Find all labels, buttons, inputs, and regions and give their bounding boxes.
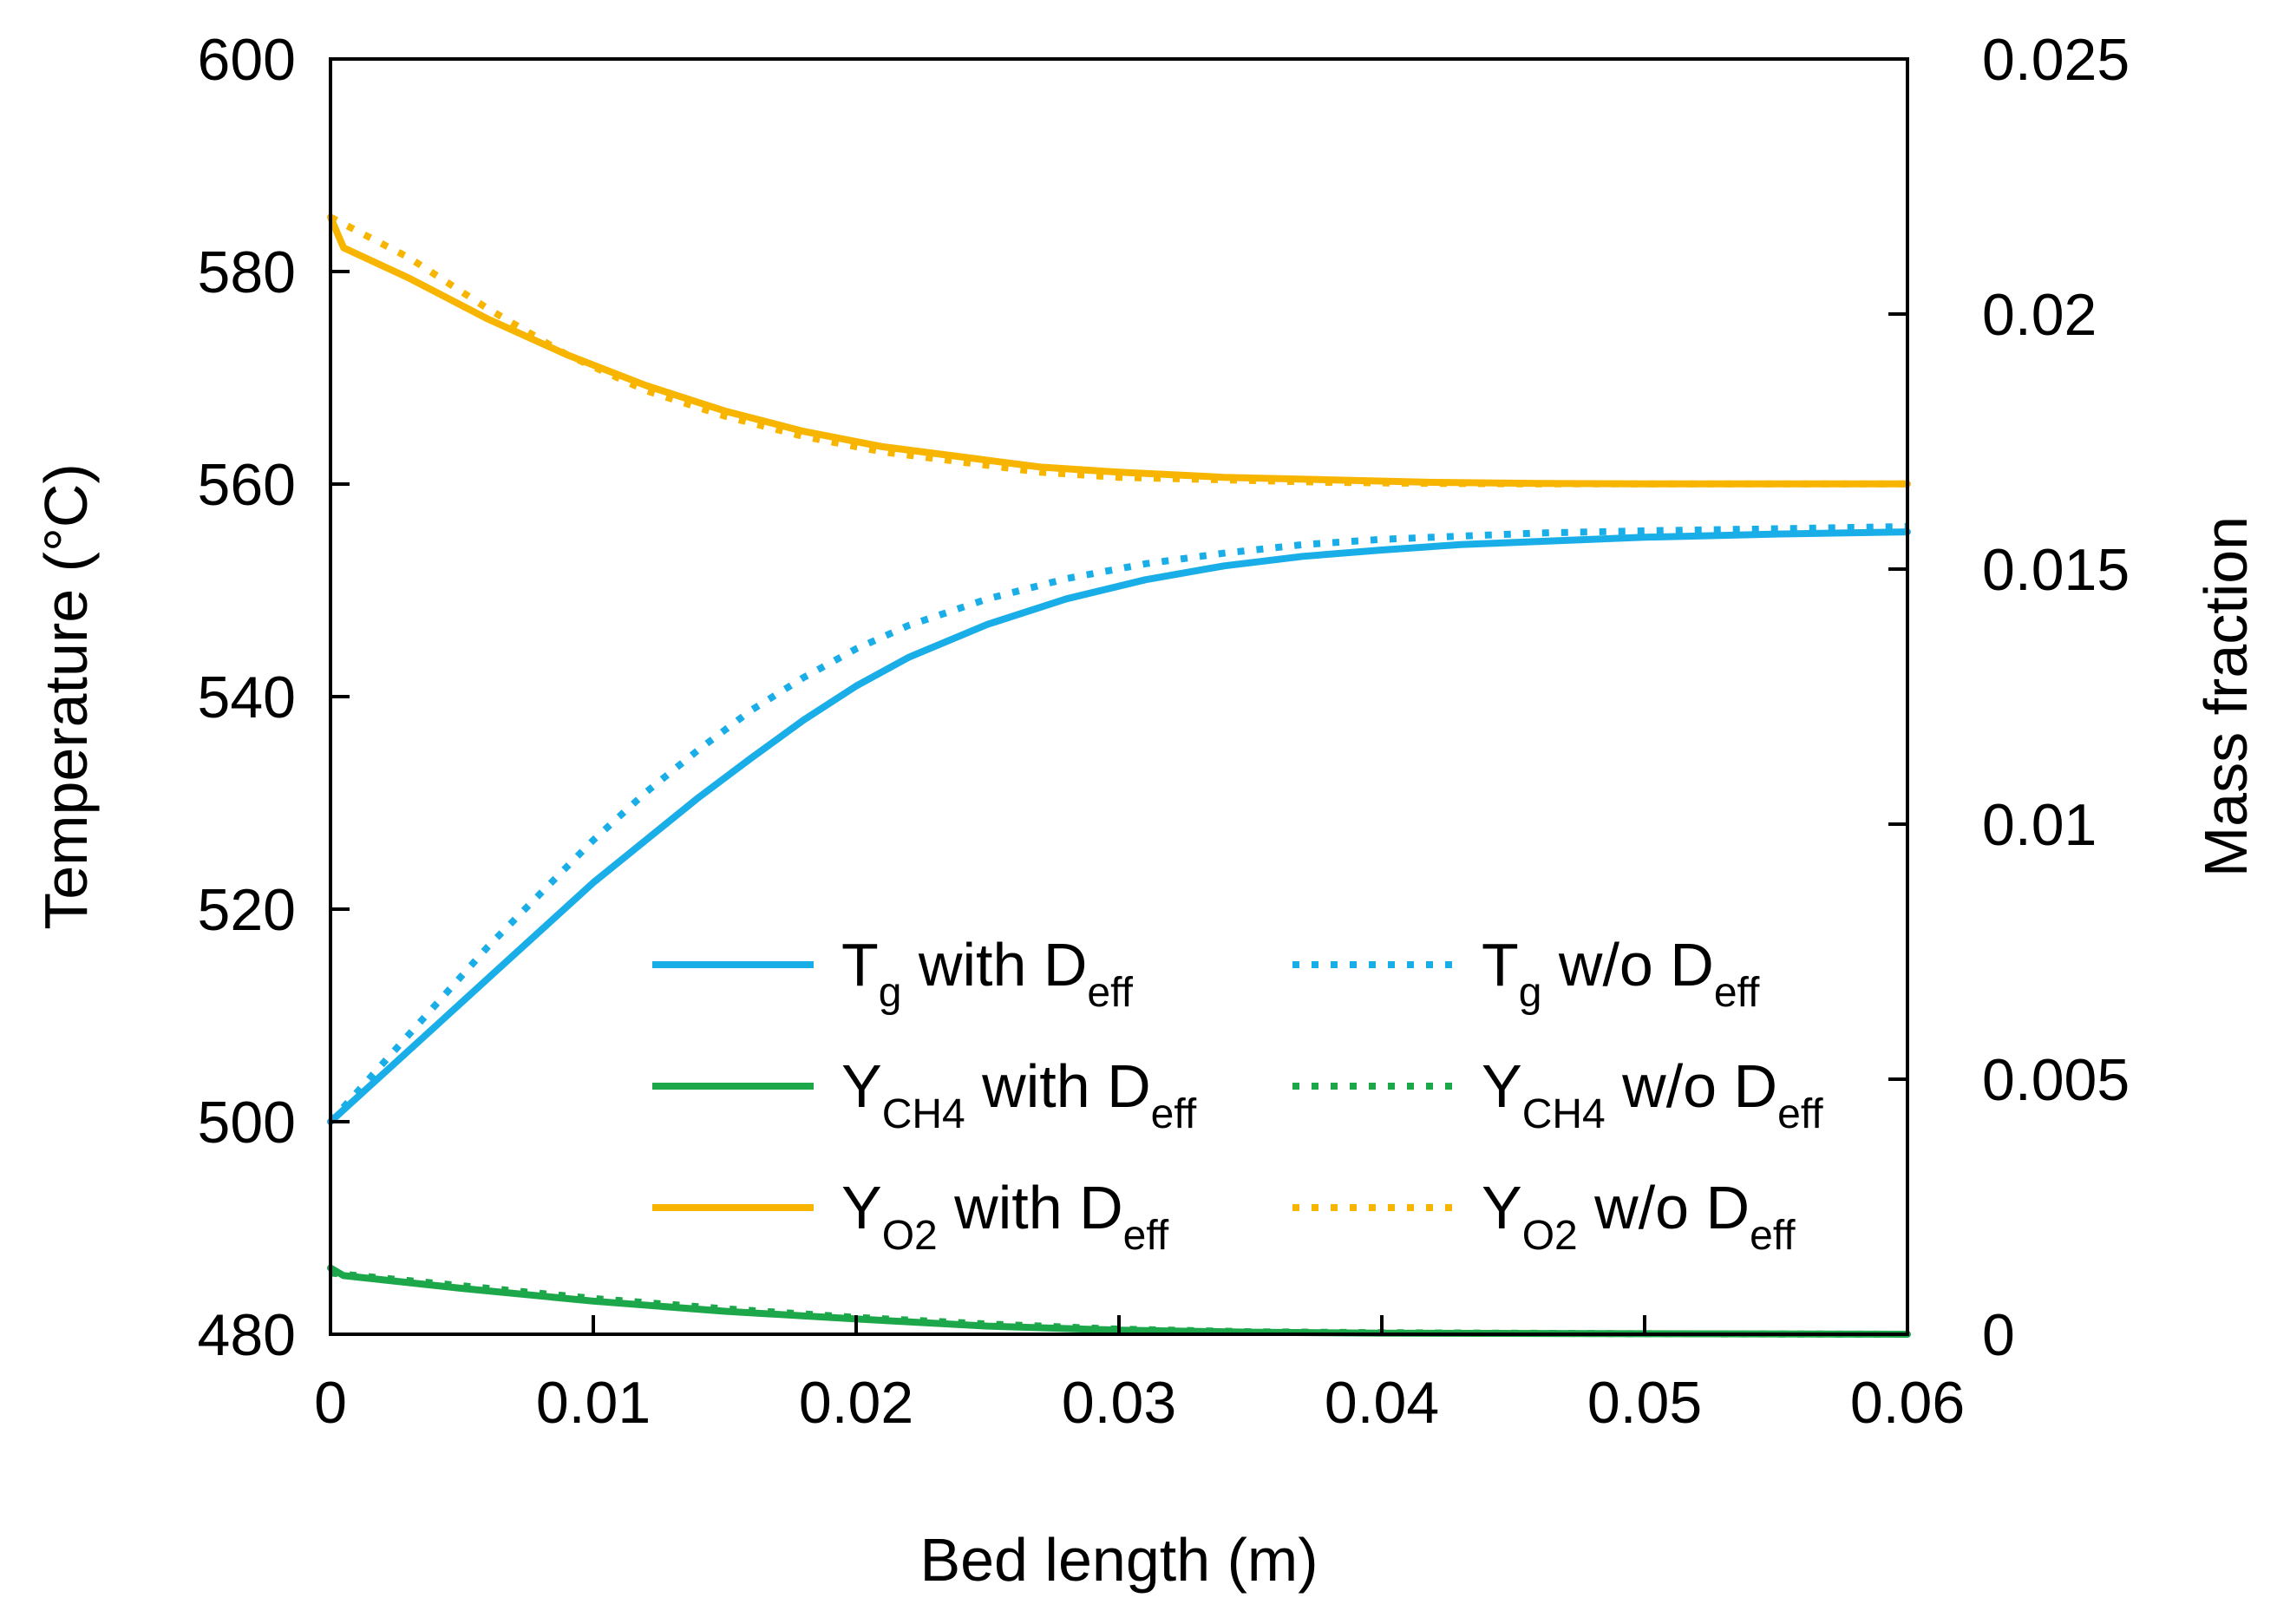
legend-label: YO2 with Deff bbox=[841, 1174, 1169, 1259]
legend-label: Tg w/o Deff bbox=[1482, 931, 1760, 1016]
x-tick-label: 0.04 bbox=[1325, 1370, 1439, 1436]
y-right-axis-title: Mass fraction bbox=[2192, 516, 2260, 877]
y-right-tick-label: 0.015 bbox=[1982, 537, 2130, 603]
legend-item: YO2 w/o Deff bbox=[1292, 1174, 1796, 1259]
legend-label: YCH4 w/o Deff bbox=[1482, 1052, 1823, 1137]
legend-item: YCH4 w/o Deff bbox=[1292, 1052, 1823, 1137]
y-right-tick-label: 0.025 bbox=[1982, 27, 2130, 93]
series-line-tg-with-deff bbox=[327, 528, 1911, 1125]
y-right-tick-label: 0.005 bbox=[1982, 1047, 2130, 1113]
y-left-tick-label: 520 bbox=[198, 877, 296, 943]
y-right-tick-label: 0.02 bbox=[1982, 282, 2097, 348]
y-left-tick-label: 560 bbox=[198, 452, 296, 518]
y-left-tick-label: 600 bbox=[198, 27, 296, 93]
legend-label: Tg with Deff bbox=[841, 931, 1134, 1016]
series-line-yo2-w-o-deff bbox=[329, 213, 1907, 488]
legend-item: Tg with Deff bbox=[652, 931, 1134, 1016]
legend-label: YCH4 with Deff bbox=[841, 1052, 1197, 1137]
y-left-tick-label: 540 bbox=[198, 665, 296, 730]
x-tick-label: 0.03 bbox=[1062, 1370, 1176, 1436]
x-tick-label: 0.05 bbox=[1587, 1370, 1702, 1436]
y-left-axis-title: Temperature (°C) bbox=[32, 463, 100, 930]
legend-item: Tg w/o Deff bbox=[1292, 931, 1760, 1016]
x-axis-title: Bed length (m) bbox=[919, 1526, 1318, 1594]
x-tick-label: 0.01 bbox=[536, 1370, 651, 1436]
series-line-tg-w-o-deff bbox=[328, 523, 1908, 1124]
legend: Tg with Deff Tg w/o Deff YCH4 with Deff YCH… bbox=[652, 931, 1823, 1259]
legend-item: YO2 with Deff bbox=[652, 1174, 1169, 1259]
y-left-tick-label: 480 bbox=[198, 1302, 296, 1368]
y-right-tick-label: 0 bbox=[1982, 1302, 2015, 1368]
y-left-tick-label: 500 bbox=[198, 1090, 296, 1156]
ticks-layer bbox=[329, 57, 1909, 1336]
legend-label: YO2 w/o Deff bbox=[1482, 1174, 1796, 1259]
tick-labels-layer: 0 0.01 0.02 0.03 0.04 0.05 0.06 480 500 520 540 560… bbox=[198, 27, 2130, 1436]
y-right-tick-label: 0.01 bbox=[1982, 792, 2097, 858]
legend-item: YCH4 with Deff bbox=[652, 1052, 1197, 1137]
x-tick-label: 0.02 bbox=[799, 1370, 913, 1436]
x-tick-label: 0 bbox=[314, 1370, 347, 1436]
x-tick-label: 0.06 bbox=[1850, 1370, 1965, 1436]
y-left-tick-label: 580 bbox=[198, 239, 296, 305]
